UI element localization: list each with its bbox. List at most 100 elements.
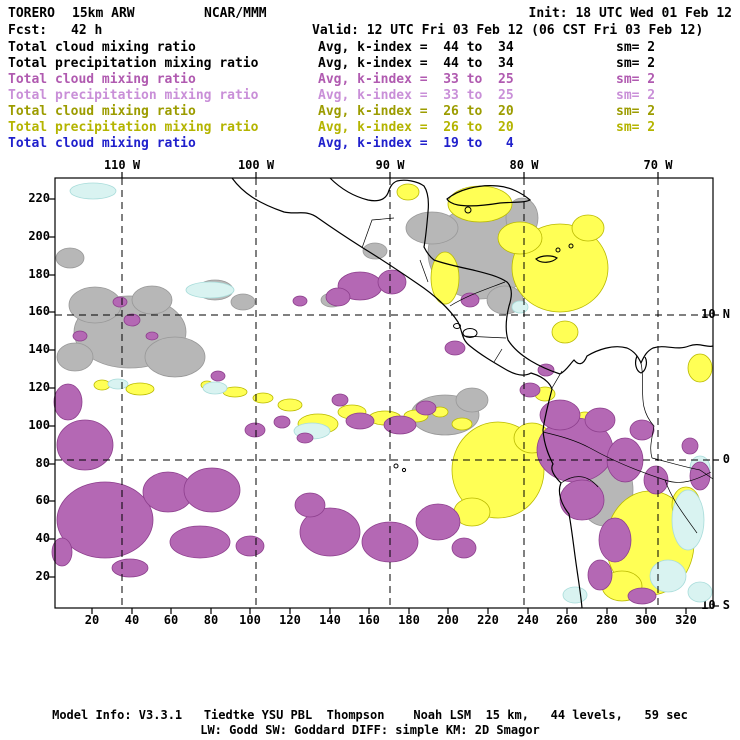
map-blob-purple — [296, 432, 314, 444]
legend-sm: sm= 2 — [616, 104, 656, 119]
legend-label: Total precipitation mixing ratio — [8, 120, 259, 135]
map-blob-yellow — [687, 353, 713, 383]
legend-label: Total cloud mixing ratio — [8, 72, 196, 87]
axis-label-x: 20 — [84, 613, 100, 627]
axis-label-x: 140 — [319, 613, 341, 627]
map-blob-purple — [123, 313, 141, 327]
axis-label-x: 120 — [279, 613, 301, 627]
axis-label-latitude: 0 — [722, 452, 730, 466]
axis-label-x: 100 — [239, 613, 261, 627]
country-border — [640, 362, 655, 459]
axis-label-longitude: 70 W — [643, 158, 673, 172]
map-blob-purple — [169, 525, 231, 559]
map-blob-purple — [681, 437, 699, 455]
axis-label-longitude: 80 W — [509, 158, 539, 172]
legend: Total cloud mixing ratio Avg, k-index = 4… — [0, 40, 740, 152]
legend-sm: sm= 2 — [616, 56, 656, 71]
legend-label: Total cloud mixing ratio — [8, 40, 196, 55]
legend-stat: Avg, k-index = 44 to 34 — [318, 40, 514, 55]
map-blob-gray — [455, 387, 489, 413]
lake-outline — [453, 323, 461, 329]
map-blob-purple — [383, 415, 417, 435]
axis-label-x: 60 — [163, 613, 179, 627]
map-blob-yellow — [252, 392, 274, 404]
map-blob-purple — [235, 535, 265, 557]
map-blob-gray — [405, 211, 459, 245]
axis-label-x: 40 — [124, 613, 140, 627]
legend-row: Total cloud mixing ratio Avg, k-index = 2… — [0, 104, 740, 120]
legend-stat: Avg, k-index = 33 to 25 — [318, 72, 514, 87]
fcst-label: Fcst: — [8, 23, 48, 38]
model-name: TORERO — [8, 6, 55, 21]
island-outline — [401, 467, 407, 473]
legend-stat: Avg, k-index = 44 to 34 — [318, 56, 514, 71]
axis-label-longitude: 110 W — [103, 158, 141, 172]
island-outline — [393, 463, 399, 469]
map-blob-purple — [643, 465, 669, 495]
legend-label: Total precipitation mixing ratio — [8, 88, 259, 103]
legend-row: Total precipitation mixing ratio Avg, k-i… — [0, 56, 740, 72]
axis-label-y: 200 — [28, 229, 50, 243]
map-blob-purple — [111, 558, 149, 578]
country-border — [664, 479, 698, 534]
map-blob-purple — [244, 422, 266, 438]
country-border — [551, 370, 563, 389]
map-blob-yellow — [277, 398, 303, 412]
axis-label-y: 220 — [28, 191, 50, 205]
map-blob-gray — [56, 342, 94, 372]
org-name: NCAR/MMM — [204, 6, 267, 21]
map-blob-cyan — [107, 378, 129, 390]
init-time: Init: 18 UTC Wed 01 Feb 12 — [528, 6, 733, 21]
coastline — [446, 185, 532, 207]
axis-label-y: 60 — [35, 493, 50, 507]
legend-row: Total cloud mixing ratio Avg, k-index = 3… — [0, 72, 740, 88]
map-blob-purple — [519, 382, 541, 398]
map-blob-purple — [415, 400, 437, 416]
map-blob-cyan — [687, 581, 713, 603]
fcst-hour: 42 h — [71, 23, 103, 38]
map-blob-purple — [451, 537, 477, 559]
map-blob-purple — [539, 399, 581, 431]
map-blob-purple — [210, 370, 226, 382]
map-blob-gray — [55, 247, 85, 269]
country-border — [651, 457, 701, 471]
axis-label-y: 100 — [28, 418, 50, 432]
map-blob-cyan — [649, 559, 687, 593]
axis-label-y: 140 — [28, 342, 50, 356]
lake-outline — [462, 328, 478, 338]
map-blob-yellow — [497, 221, 543, 255]
map-blob-purple — [331, 393, 349, 407]
map-blob-yellow — [447, 185, 513, 223]
country-border — [462, 335, 507, 339]
axis-label-x: 300 — [635, 613, 657, 627]
axis-label-y: 180 — [28, 267, 50, 281]
axis-label-x: 240 — [517, 613, 539, 627]
map-blob-purple — [598, 517, 632, 563]
axis-label-y: 160 — [28, 304, 50, 318]
legend-sm: sm= 2 — [616, 72, 656, 87]
map-blob-purple — [294, 492, 326, 518]
map-blob-yellow — [93, 379, 111, 391]
map-blob-cyan — [69, 182, 117, 200]
axis-label-x: 160 — [358, 613, 380, 627]
axis-label-x: 280 — [596, 613, 618, 627]
map-blob-purple — [689, 461, 711, 491]
axis-label-x: 220 — [477, 613, 499, 627]
model-info-line1: Model Info: V3.3.1 Tiedtke YSU PBL Thomp… — [52, 708, 688, 722]
map-blob-purple — [292, 295, 308, 307]
island-outline — [555, 247, 561, 253]
axis-label-latitude: 10 N — [701, 307, 730, 321]
axis-label-x: 260 — [556, 613, 578, 627]
map-blob-gray — [362, 242, 388, 260]
map-blob-purple — [325, 287, 351, 307]
map-blob-purple — [299, 507, 361, 557]
legend-stat: Avg, k-index = 33 to 25 — [318, 88, 514, 103]
axis-label-x: 200 — [437, 613, 459, 627]
coastline — [635, 355, 647, 374]
map-frame — [54, 177, 714, 609]
map-blob-yellow — [551, 320, 579, 344]
map-blob-purple — [51, 537, 73, 567]
country-border — [361, 217, 395, 249]
